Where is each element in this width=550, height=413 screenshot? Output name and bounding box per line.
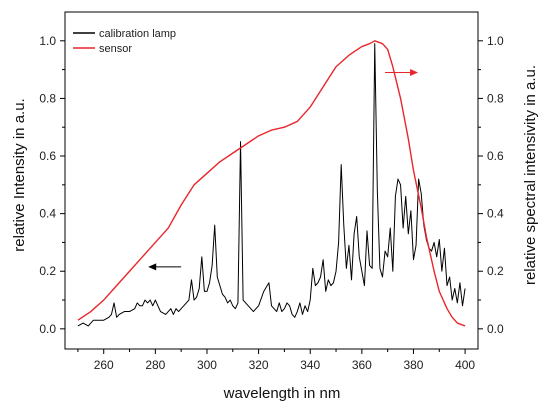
series-line-sensor — [77, 40, 466, 327]
series-line-calibration-lamp — [77, 43, 466, 327]
legend: calibration lamp sensor — [73, 28, 176, 55]
x-tick-label: 280 — [145, 358, 165, 372]
y-right-tick-label: 0.4 — [487, 207, 504, 221]
y-right-tick-label: 0.8 — [487, 91, 504, 105]
arrow-right-right-axis — [385, 68, 419, 76]
y-left-tick-label: 1.0 — [39, 34, 56, 48]
y-left-tick-label: 0.8 — [39, 91, 56, 105]
arrow-left-left-axis — [148, 263, 182, 271]
x-tick-label: 300 — [197, 358, 217, 372]
x-tick-label: 340 — [300, 358, 320, 372]
y-axis-right-label: relative spectral intensivity in a.u. — [522, 65, 539, 285]
x-tick-label: 360 — [352, 358, 372, 372]
y-left-tick-label: 0.2 — [39, 264, 56, 278]
legend-label-sensor: sensor — [99, 43, 132, 55]
y-left-tick-label: 0.0 — [39, 322, 56, 336]
y-left-tick-label: 0.4 — [39, 207, 56, 221]
x-tick-label: 260 — [94, 358, 114, 372]
plot-frame — [64, 11, 479, 350]
arrow-right-right-axis-head — [410, 68, 419, 76]
y-right-tick-label: 0.6 — [487, 149, 504, 163]
y-left-tick-label: 0.6 — [39, 149, 56, 163]
y-axis-left-label: relative Intensity in a.u. — [11, 98, 28, 251]
x-tick-label: 320 — [249, 358, 269, 372]
y-right-tick-label: 0.2 — [487, 264, 504, 278]
legend-label-calibration-lamp: calibration lamp — [99, 28, 176, 40]
y-right-tick-label: 0.0 — [487, 322, 504, 336]
arrow-left-left-axis-head — [148, 263, 157, 271]
y-right-tick-label: 1.0 — [487, 34, 504, 48]
x-axis-label: wavelength in nm — [223, 385, 341, 402]
x-tick-label: 400 — [455, 358, 475, 372]
x-tick-label: 380 — [403, 358, 423, 372]
